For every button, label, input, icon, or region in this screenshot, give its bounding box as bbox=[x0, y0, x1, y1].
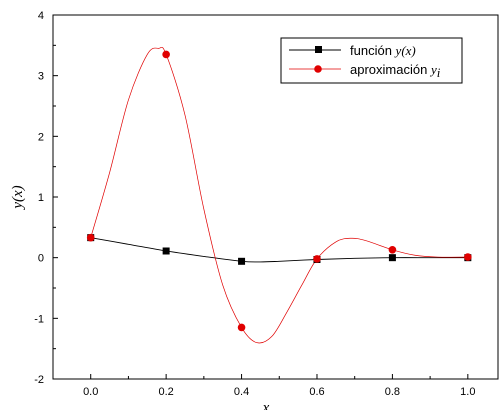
x-tick-label-3: 0.6 bbox=[309, 386, 324, 398]
legend-label-aproximacion: aproximación yi bbox=[350, 62, 441, 80]
data-point-aproximacion-3 bbox=[313, 255, 321, 263]
series-curve-0 bbox=[90, 237, 468, 263]
data-point-aproximacion-1 bbox=[162, 50, 170, 59]
legend: función y(x) aproximación yi bbox=[280, 37, 463, 84]
curves-layer bbox=[90, 46, 468, 344]
legend-text-funcion: función bbox=[350, 43, 396, 58]
data-point-funcion-4 bbox=[388, 254, 396, 262]
legend-text-aproximacion: aproximación bbox=[350, 62, 431, 77]
x-tick-label-0: 0.0 bbox=[83, 386, 98, 398]
y-tick-label-4: 2 bbox=[38, 131, 44, 143]
data-point-funcion-2 bbox=[238, 257, 246, 265]
y-tick-label-5: 3 bbox=[38, 71, 44, 83]
data-point-funcion-1 bbox=[162, 247, 170, 255]
legend-sub-aproximacion: i bbox=[437, 65, 441, 80]
y-tick-label-1: -1 bbox=[34, 313, 44, 325]
x-axis-title: x bbox=[262, 400, 270, 410]
ticks-layer: 0.0 0.2 0.4 0.6 0.8 1.0 -2 -1 0 1 2 3 4 bbox=[34, 10, 475, 398]
y-tick-label-2: 0 bbox=[38, 253, 44, 265]
legend-math-aproximacion: y bbox=[429, 62, 437, 77]
data-point-aproximacion-0 bbox=[86, 233, 95, 242]
y-tick-label-6: 4 bbox=[38, 10, 44, 22]
legend-label-funcion: función y(x) bbox=[350, 43, 416, 58]
legend-marker-funcion bbox=[315, 46, 322, 53]
markers-layer bbox=[86, 50, 472, 332]
y-axis-title: y(x) bbox=[10, 185, 26, 210]
x-tick-label-4: 0.8 bbox=[385, 386, 400, 398]
legend-math-funcion: y(x) bbox=[394, 43, 416, 58]
legend-marker-aproximacion bbox=[314, 65, 322, 73]
data-point-aproximacion-5 bbox=[464, 253, 472, 261]
y-tick-label-0: -2 bbox=[34, 374, 44, 386]
x-tick-label-2: 0.4 bbox=[234, 386, 249, 398]
series-curve-1 bbox=[90, 46, 468, 344]
data-point-aproximacion-2 bbox=[237, 323, 246, 332]
legend-box bbox=[280, 37, 463, 84]
y-tick-label-3: 1 bbox=[38, 192, 44, 204]
x-tick-label-5: 1.0 bbox=[460, 386, 475, 398]
data-point-aproximacion-4 bbox=[388, 245, 397, 254]
x-tick-label-1: 0.2 bbox=[158, 386, 173, 398]
